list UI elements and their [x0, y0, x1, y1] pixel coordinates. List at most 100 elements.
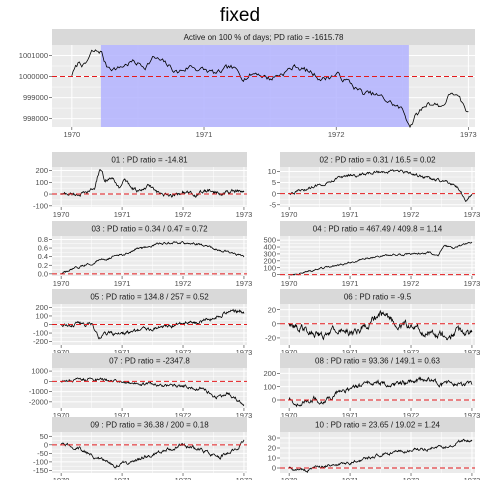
- series-line: [288, 438, 473, 474]
- y-tick-label: -100: [33, 457, 48, 466]
- series-line: [60, 169, 245, 198]
- panel-label: 02 : PD ratio = 0.31 / 16.5 = 0.02: [319, 156, 436, 165]
- x-tick-label: 1972: [403, 476, 420, 480]
- panel-label: 06 : PD ratio = -9.5: [344, 293, 412, 302]
- y-tick-label: -1000: [29, 387, 48, 396]
- y-tick-label: -2000: [29, 397, 48, 406]
- x-tick-label: 1970: [53, 476, 70, 480]
- y-tick-label: 5: [272, 178, 276, 187]
- x-tick-label: 1970: [53, 279, 70, 288]
- y-tick-label: 1000000: [19, 72, 48, 81]
- x-tick-label: 1971: [114, 279, 131, 288]
- x-tick-label: 1972: [328, 130, 345, 139]
- panel-06: 06 : PD ratio = -9.5 -20 0 20 1970 1971 1972 19…: [265, 289, 480, 357]
- panel-background: [52, 368, 247, 408]
- y-tick-label: 500: [263, 236, 276, 245]
- x-tick-label: 1972: [175, 279, 192, 288]
- x-tick-label: 1971: [342, 476, 359, 480]
- x-tick-label: 1972: [403, 411, 420, 420]
- panel-label: 07 : PD ratio = -2347.8: [109, 357, 190, 366]
- panel-02: 02 : PD ratio = 0.31 / 16.5 = 0.02 -5 0 5 10…: [268, 152, 480, 219]
- panel-04: 04 : PD ratio = 467.49 / 409.8 = 1.14 010…: [263, 221, 480, 288]
- series-line: [60, 377, 245, 407]
- panel-strip: [52, 417, 247, 432]
- y-tick-label: 200: [263, 256, 276, 265]
- y-tick-label: 10: [268, 167, 276, 176]
- panel-05: 05 : PD ratio = 134.8 / 257 = 0.52 -200-1…: [33, 289, 252, 357]
- panel-strip: [52, 353, 247, 368]
- y-tick-label: 100: [263, 263, 276, 272]
- y-tick-label: 0: [44, 377, 48, 386]
- panel-strip: [52, 221, 247, 236]
- series-line: [71, 49, 469, 128]
- x-tick-label: 1972: [175, 348, 192, 357]
- y-tick-label: 0.0: [38, 269, 48, 278]
- x-tick-label: 1971: [114, 476, 131, 480]
- x-tick-label: 1973: [236, 210, 253, 219]
- series-line: [289, 241, 473, 276]
- panel-01: 01 : PD ratio = -14.81 -100 0 100 200 1970 197…: [33, 152, 252, 219]
- y-tick-label: 30: [268, 434, 276, 443]
- x-tick-label: 1971: [114, 348, 131, 357]
- panel-strip: [52, 289, 247, 304]
- panel-label: 10 : PD ratio = 23.65 / 19.02 = 1.24: [315, 421, 441, 430]
- y-tick-label: 0: [272, 189, 276, 198]
- panel-background: [52, 236, 247, 276]
- panel-strip: [280, 289, 475, 304]
- x-tick-label: 1971: [342, 411, 359, 420]
- y-tick-label: 0.8: [38, 235, 48, 244]
- panel-10: 10 : PD ratio = 23.65 / 19.02 = 1.24 0102…: [268, 417, 480, 480]
- y-tick-label: 300: [263, 250, 276, 259]
- panel-background: [280, 368, 475, 408]
- y-tick-label: 400: [263, 243, 276, 252]
- panel-background: [52, 432, 247, 473]
- panel-label: Active on 100 % of days; PD ratio = -161…: [184, 33, 344, 42]
- y-tick-label: -5: [269, 200, 276, 209]
- y-tick-label: -200: [33, 337, 48, 346]
- x-tick-label: 1971: [114, 411, 131, 420]
- y-tick-label: 0: [44, 440, 48, 449]
- panel-strip: [280, 221, 475, 236]
- y-tick-label: 0.4: [38, 252, 48, 261]
- y-tick-label: 20: [268, 444, 276, 453]
- y-tick-label: -20: [265, 334, 276, 343]
- panel-background: [280, 432, 475, 473]
- x-tick-label: 1970: [281, 411, 298, 420]
- x-tick-label: 1973: [464, 476, 480, 480]
- x-tick-label: 1973: [464, 210, 480, 219]
- y-tick-label: 100: [35, 312, 48, 321]
- x-tick-label: 1972: [175, 476, 192, 480]
- y-tick-label: 100: [35, 178, 48, 187]
- x-tick-label: 1972: [175, 210, 192, 219]
- series-line: [60, 241, 245, 275]
- panel-main: Active on 100 % of days; PD ratio = -161…: [19, 29, 477, 139]
- panel-strip: [280, 417, 475, 432]
- y-tick-label: 0: [272, 270, 276, 279]
- y-tick-label: -50: [37, 449, 48, 458]
- x-tick-label: 1971: [114, 210, 131, 219]
- panel-label: 01 : PD ratio = -14.81: [111, 156, 188, 165]
- y-tick-label: 0: [272, 464, 276, 473]
- y-tick-label: 1001000: [19, 51, 48, 60]
- panel-strip: [280, 353, 475, 368]
- panel-09: 09 : PD ratio = 36.38 / 200 = 0.18 -150-1…: [33, 417, 252, 480]
- x-tick-label: 1973: [236, 411, 253, 420]
- y-tick-label: 999000: [23, 93, 48, 102]
- x-tick-label: 1973: [236, 279, 253, 288]
- x-tick-label: 1970: [281, 210, 298, 219]
- panel-grid: Active on 100 % of days; PD ratio = -161…: [19, 29, 480, 480]
- y-tick-label: -100: [33, 201, 48, 210]
- panel-background: [52, 167, 247, 207]
- x-tick-label: 1973: [460, 130, 477, 139]
- y-tick-label: 100: [263, 382, 276, 391]
- y-tick-label: 0: [44, 190, 48, 199]
- series-line: [60, 308, 245, 340]
- x-tick-label: 1970: [63, 130, 80, 139]
- panel-label: 03 : PD ratio = 0.34 / 0.47 = 0.72: [91, 225, 208, 234]
- y-tick-label: 1000: [31, 367, 48, 376]
- x-tick-label: 1970: [53, 348, 70, 357]
- y-tick-label: -150: [33, 466, 48, 475]
- x-tick-label: 1973: [236, 348, 253, 357]
- y-tick-label: 200: [35, 166, 48, 175]
